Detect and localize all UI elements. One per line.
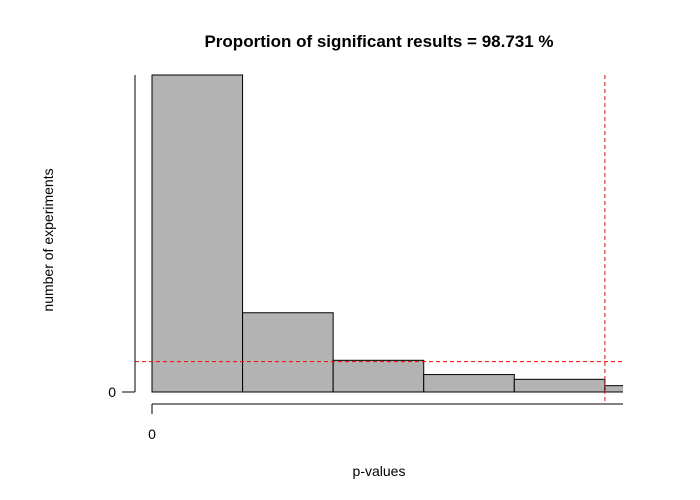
histogram-bar-3 — [423, 374, 515, 393]
chart-title: Proportion of significant results = 98.7… — [204, 32, 553, 51]
histogram-bar-4 — [513, 378, 606, 393]
histogram-bar-0 — [151, 74, 244, 393]
histogram-bar-1 — [242, 312, 334, 393]
bars-group — [151, 74, 623, 393]
y-tick-label: 0 — [108, 384, 116, 400]
x-tick-label: 0 — [148, 426, 156, 442]
reference-lines-group — [135, 75, 623, 404]
y-axis-label: number of experiments — [40, 168, 56, 311]
histogram-bar-5 — [604, 385, 623, 393]
x-axis-label: p-values — [353, 463, 406, 479]
histogram-bar-2 — [332, 359, 425, 393]
